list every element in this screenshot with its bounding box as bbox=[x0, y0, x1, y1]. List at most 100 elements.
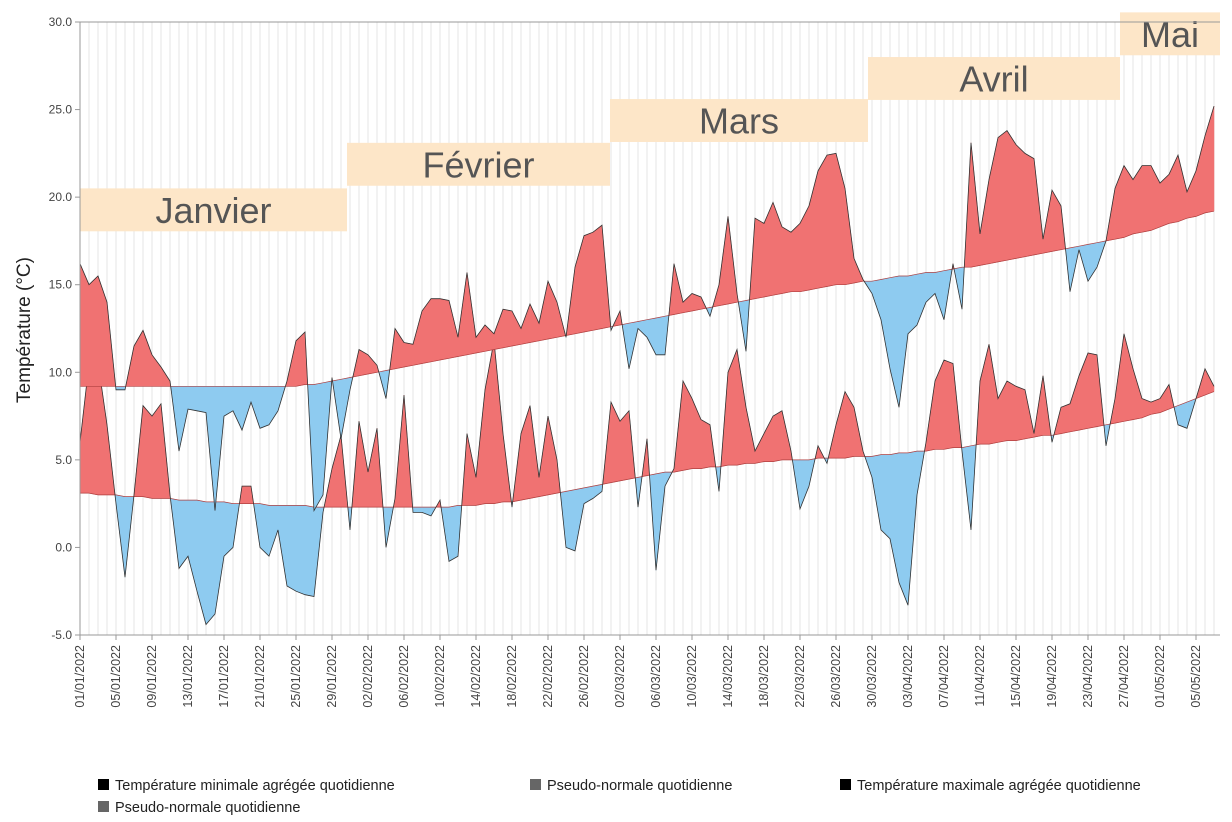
anomaly-fill bbox=[214, 501, 225, 615]
anomaly-fill bbox=[178, 386, 189, 452]
anomaly-fill bbox=[1114, 333, 1125, 424]
anomaly-fill bbox=[205, 501, 216, 626]
x-tick-label: 06/02/2022 bbox=[397, 645, 411, 708]
x-tick-label: 10/02/2022 bbox=[433, 645, 447, 708]
anomaly-fill bbox=[916, 272, 927, 326]
anomaly-fill bbox=[331, 435, 342, 508]
anomaly-fill bbox=[430, 298, 441, 363]
anomaly-fill bbox=[799, 459, 810, 509]
legend-swatch bbox=[98, 801, 109, 812]
anomaly-fill bbox=[214, 386, 225, 511]
anomaly-fill bbox=[421, 506, 432, 517]
month-label: Janvier bbox=[155, 190, 271, 231]
x-tick-label: 02/03/2022 bbox=[613, 645, 627, 708]
anomaly-fill bbox=[1150, 165, 1161, 231]
anomaly-fill bbox=[1006, 380, 1017, 441]
anomaly-fill bbox=[700, 419, 711, 469]
anomaly-fill bbox=[979, 179, 990, 266]
anomaly-fill bbox=[817, 154, 828, 289]
anomaly-fill bbox=[358, 349, 369, 377]
anomaly-fill bbox=[889, 452, 900, 583]
anomaly-fill bbox=[1024, 152, 1035, 257]
x-tick-label: 21/01/2022 bbox=[253, 645, 267, 708]
anomaly-fill bbox=[439, 298, 450, 361]
x-tick-label: 18/03/2022 bbox=[757, 645, 771, 708]
y-tick-label: 20.0 bbox=[49, 190, 73, 204]
anomaly-fill bbox=[160, 366, 171, 387]
anomaly-fill bbox=[412, 506, 423, 513]
anomaly-fill bbox=[781, 226, 792, 294]
anomaly-fill bbox=[547, 281, 558, 340]
anomaly-fill bbox=[844, 188, 855, 286]
legend-label: Température minimale agrégée quotidienne bbox=[115, 778, 395, 794]
anomaly-fill bbox=[511, 310, 522, 347]
anomaly-fill bbox=[799, 205, 810, 293]
anomaly-fill bbox=[421, 297, 432, 364]
legend-label: Température maximale agrégée quotidienne bbox=[857, 778, 1141, 794]
x-tick-label: 22/03/2022 bbox=[793, 645, 807, 708]
anomaly-fill bbox=[295, 505, 306, 596]
anomaly-fill bbox=[1177, 155, 1188, 223]
month-box bbox=[868, 57, 1120, 100]
legend-label: Pseudo-normale quotidienne bbox=[115, 800, 300, 816]
anomaly-fill bbox=[592, 484, 603, 499]
anomaly-fill bbox=[250, 386, 261, 429]
x-tick-label: 07/04/2022 bbox=[937, 645, 951, 708]
x-tick-label: 06/03/2022 bbox=[649, 645, 663, 708]
anomaly-fill bbox=[736, 349, 747, 466]
normal-line bbox=[80, 391, 1215, 508]
anomaly-fill bbox=[673, 263, 684, 315]
anomaly-fill bbox=[565, 489, 576, 552]
anomaly-fill bbox=[187, 499, 198, 592]
anomaly-fill bbox=[268, 386, 279, 426]
month-label: Février bbox=[422, 144, 534, 185]
x-tick-label: 17/01/2022 bbox=[217, 645, 231, 708]
anomaly-fill bbox=[727, 349, 738, 466]
anomaly-fill bbox=[772, 410, 783, 462]
anomaly-fill bbox=[1141, 165, 1152, 233]
anomaly-fill bbox=[1123, 164, 1134, 238]
month-box bbox=[610, 99, 868, 142]
anomaly-fill bbox=[880, 454, 891, 540]
anomaly-fill bbox=[763, 202, 774, 298]
anomaly-fill bbox=[1159, 383, 1170, 413]
anomaly-fill bbox=[574, 487, 585, 551]
anomaly-fill bbox=[979, 344, 990, 445]
anomaly-fill bbox=[1186, 170, 1197, 219]
anomaly-fill bbox=[502, 308, 513, 349]
x-tick-label: 05/05/2022 bbox=[1189, 645, 1203, 708]
anomaly-fill bbox=[1195, 135, 1206, 217]
anomaly-fill bbox=[754, 217, 765, 300]
x-tick-label: 23/04/2022 bbox=[1081, 645, 1095, 708]
anomaly-fill bbox=[1069, 375, 1080, 433]
anomaly-fill bbox=[880, 277, 891, 369]
x-tick-label: 29/01/2022 bbox=[325, 645, 339, 708]
month-label: Mai bbox=[1141, 14, 1199, 55]
anomaly-fill bbox=[394, 327, 405, 370]
observed-line bbox=[79, 105, 1215, 512]
anomaly-fill bbox=[196, 386, 207, 413]
x-tick-label: 11/04/2022 bbox=[973, 645, 987, 707]
anomaly-fill bbox=[1015, 144, 1026, 259]
anomaly-fill bbox=[223, 501, 234, 557]
x-tick-label: 14/03/2022 bbox=[721, 645, 735, 708]
x-tick-label: 09/01/2022 bbox=[145, 645, 159, 708]
anomaly-fill bbox=[88, 275, 99, 387]
anomaly-fill bbox=[934, 270, 945, 320]
anomaly-fill bbox=[871, 454, 882, 530]
anomaly-fill bbox=[268, 505, 279, 557]
anomaly-fill bbox=[682, 292, 693, 314]
x-tick-label: 27/04/2022 bbox=[1117, 645, 1131, 708]
legend-swatch bbox=[530, 779, 541, 790]
anomaly-fill bbox=[1006, 129, 1017, 261]
anomaly-fill bbox=[619, 410, 630, 482]
anomaly-fill bbox=[943, 359, 954, 450]
anomaly-fill bbox=[655, 315, 666, 356]
y-tick-label: 5.0 bbox=[55, 453, 72, 467]
anomaly-fill bbox=[1132, 164, 1143, 235]
anomaly-fill bbox=[529, 303, 540, 343]
anomaly-fill bbox=[1177, 401, 1188, 429]
anomaly-fill bbox=[295, 331, 306, 387]
